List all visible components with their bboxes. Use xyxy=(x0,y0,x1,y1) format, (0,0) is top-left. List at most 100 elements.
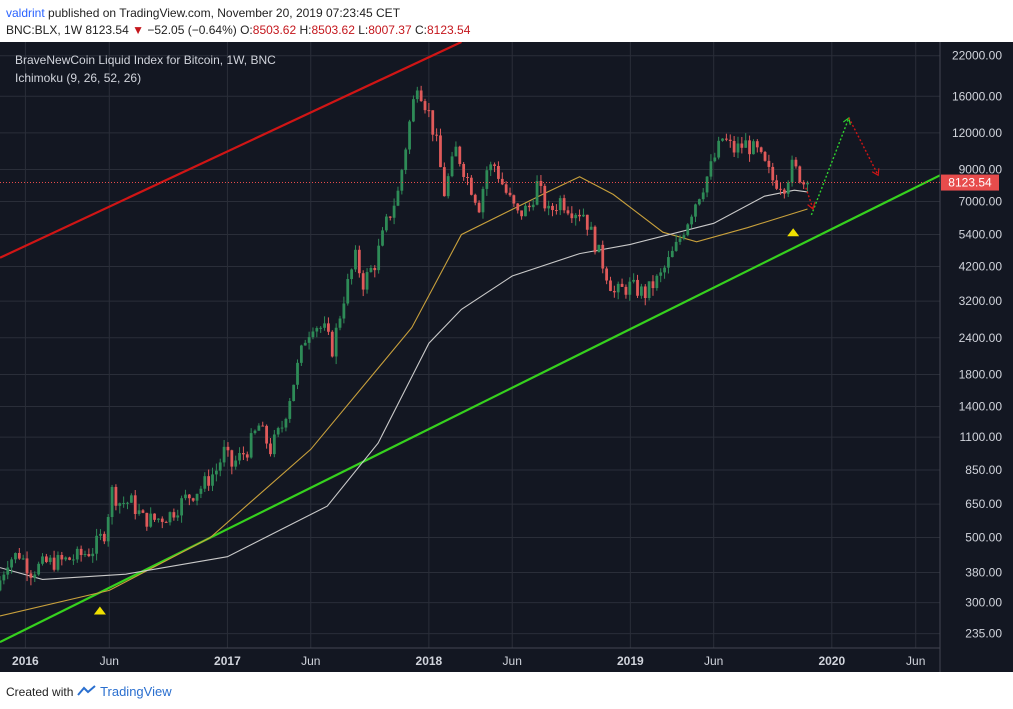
candle-body xyxy=(141,510,145,513)
candle-body xyxy=(68,557,71,560)
candle-body xyxy=(172,512,176,518)
candle-body xyxy=(230,450,234,467)
candle-body xyxy=(554,210,558,212)
candle-body xyxy=(176,515,180,518)
close-value: 8123.54 xyxy=(426,23,471,37)
author-link[interactable]: valdrint xyxy=(6,6,45,20)
candle-body xyxy=(713,157,717,162)
candle-body xyxy=(168,512,172,523)
candle-body xyxy=(616,283,620,293)
candle-body xyxy=(10,559,13,568)
close-label: C: xyxy=(414,23,427,37)
indicator-line xyxy=(0,189,808,580)
candle-body xyxy=(249,433,253,458)
candle-body xyxy=(547,205,551,209)
candle-body xyxy=(752,141,755,155)
candle-body xyxy=(354,249,357,270)
down-arrow-icon: ▼ xyxy=(132,23,144,37)
high-label: H: xyxy=(299,23,312,37)
candle-body xyxy=(137,510,141,514)
candle-body xyxy=(25,558,29,574)
candle-body xyxy=(570,213,574,219)
y-tick-label: 12000.00 xyxy=(952,126,1002,140)
candle-body xyxy=(245,454,249,458)
y-tick-label: 380.00 xyxy=(965,565,1002,579)
candle-body xyxy=(14,553,17,560)
last-price-label: 8123.54 xyxy=(948,176,992,190)
y-tick-label: 22000.00 xyxy=(952,49,1002,63)
candle-body xyxy=(280,427,284,429)
price-chart[interactable]: 22000.00 16000.00 12000.00 9000.00 7000.00 54… xyxy=(0,42,1013,672)
candle-body xyxy=(786,182,790,194)
candle-body xyxy=(106,517,110,542)
candle-body xyxy=(157,518,160,520)
candle-body xyxy=(643,286,647,299)
candle-body xyxy=(740,143,744,148)
legend-indicator[interactable]: Ichimoku (9, 26, 52, 26) xyxy=(15,71,141,85)
chart-grid xyxy=(0,42,940,648)
candle-body xyxy=(122,502,126,504)
candle-body xyxy=(272,434,276,455)
projection-line xyxy=(810,117,850,216)
candle-body xyxy=(296,362,299,385)
last-price-label-bg xyxy=(941,174,999,191)
candle-body xyxy=(697,199,701,205)
candle-body xyxy=(485,170,489,189)
x-tick-label: 2017 xyxy=(214,654,241,668)
candle-body xyxy=(199,488,203,494)
candle-body xyxy=(431,110,435,135)
candle-body xyxy=(311,331,315,338)
y-tick-label: 5400.00 xyxy=(959,228,1003,242)
candle-body xyxy=(126,502,129,504)
y-tick-label: 16000.00 xyxy=(952,89,1002,103)
tradingview-brand[interactable]: TradingView xyxy=(100,684,172,699)
x-tick-label: 2020 xyxy=(818,654,845,668)
time-axis[interactable]: 2016 Jun 2017 Jun 2018 Jun 2019 Jun 2020 Jun xyxy=(12,654,925,668)
candle-body xyxy=(226,446,230,451)
trendlines xyxy=(0,42,941,644)
candle-body xyxy=(346,279,350,304)
candle-body xyxy=(91,553,95,557)
candle-body xyxy=(659,272,663,276)
candle-body xyxy=(261,425,265,427)
candle-body xyxy=(307,337,311,343)
candle-body xyxy=(651,281,655,289)
candle-body xyxy=(663,267,666,273)
candle-body xyxy=(728,139,732,141)
candle-body xyxy=(682,235,686,239)
candle-body xyxy=(790,159,794,183)
candle-body xyxy=(674,241,678,251)
candle-body xyxy=(562,198,566,211)
candle-body xyxy=(334,327,338,357)
candle-body xyxy=(609,280,612,291)
candle-body xyxy=(624,286,628,295)
candle-body xyxy=(504,184,508,193)
candle-body xyxy=(473,194,477,203)
y-tick-label: 9000.00 xyxy=(959,163,1003,177)
candle-body xyxy=(419,90,423,102)
candle-body xyxy=(535,180,539,205)
candle-body xyxy=(512,195,516,204)
footer: Created with TradingView xyxy=(6,684,172,699)
price-axis[interactable]: 22000.00 16000.00 12000.00 9000.00 7000.00 54… xyxy=(952,49,1002,641)
candle-body xyxy=(469,177,473,195)
candle-body xyxy=(748,140,751,155)
low-label: L: xyxy=(358,23,369,37)
last-price-marker: 8123.54 xyxy=(0,174,999,191)
candle-body xyxy=(578,214,581,217)
candle-body xyxy=(257,425,261,431)
candle-body xyxy=(771,166,775,181)
high-value: 8503.62 xyxy=(311,23,355,37)
candle-body xyxy=(292,384,296,402)
candle-body xyxy=(670,250,674,258)
candle-body xyxy=(439,135,442,168)
candle-body xyxy=(721,138,724,141)
candle-body xyxy=(6,567,10,575)
candle-body xyxy=(79,548,83,556)
candle-body xyxy=(265,425,268,444)
candle-body xyxy=(350,269,353,280)
candle-body xyxy=(327,323,330,332)
y-tick-label: 850.00 xyxy=(965,463,1002,477)
candle-body xyxy=(323,323,326,328)
candle-body xyxy=(361,273,365,290)
